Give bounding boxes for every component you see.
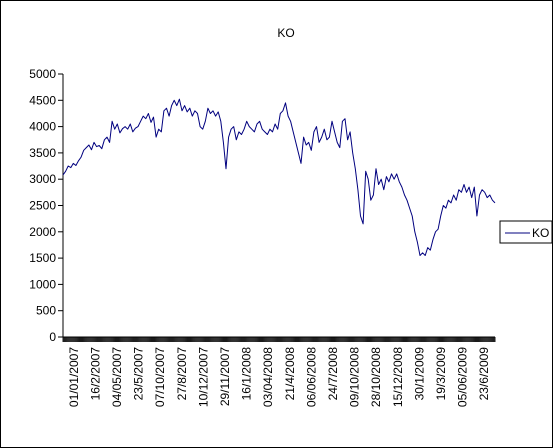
x-tick-label: 06/06/2008 [304,347,318,407]
x-tick-label: 16/1/2008 [240,347,254,401]
x-tick-label: 10/12/2007 [196,347,210,407]
x-axis: 01/01/2007 16/2/2007 04/05/2007 23/5/2007 07… [62,336,496,407]
x-tick-label: 04/05/2007 [110,347,124,407]
y-axis: 0 500 1000 1500 2000 2500 3000 3500 4000 4500 5000 [29,67,64,344]
y-tick-label: 4000 [29,120,56,134]
x-tick-label: 16/2/2007 [88,347,102,401]
chart-title: KO [277,26,294,40]
y-tick-label: 0 [49,330,56,344]
legend-label-ko: KO [532,226,549,240]
legend: KO [499,220,553,244]
x-tick-label: 23/6/2009 [477,347,491,401]
series-line-ko [62,98,496,256]
y-tick-label: 2500 [29,199,56,213]
y-tick-label: 3500 [29,146,56,160]
legend-box [499,220,553,244]
x-tick-label: 01/01/2007 [67,347,81,407]
x-tick-label: 09/10/2008 [348,347,362,407]
plot-area [62,98,496,256]
x-tick-label: 07/10/2007 [153,347,167,407]
y-tick-label: 1500 [29,251,56,265]
x-tick-label: 21/4/2008 [283,347,297,401]
x-tick-label: 29/11/2007 [218,347,232,406]
x-tick-label: 05/06/2009 [456,347,470,407]
x-tick-label: 30/1/2009 [412,347,426,401]
y-tick-label: 500 [36,304,56,318]
x-tick-label: 28/10/2008 [369,347,383,407]
x-tick-label: 03/04/2008 [261,347,275,407]
y-tick-label: 3000 [29,172,56,186]
x-tick-label: 15/12/2008 [391,347,405,407]
x-tick-label: 27/8/2007 [175,347,189,401]
y-tick-label: 1000 [29,277,56,291]
x-tick-label: 24/7/2008 [326,347,340,401]
y-tick-label: 5000 [29,67,56,81]
y-tick-label: 2000 [29,225,56,239]
x-tick-label: 23/5/2007 [132,347,146,401]
y-tick-label: 4500 [29,93,56,107]
x-tick-label: 19/3/2009 [434,347,448,401]
